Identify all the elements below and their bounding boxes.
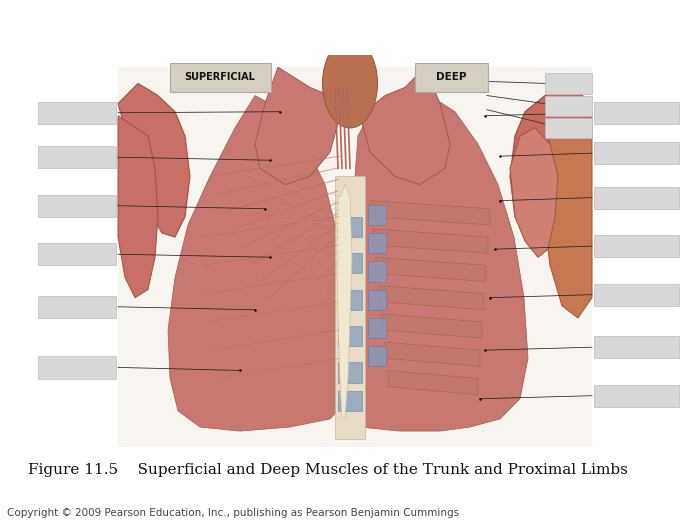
Bar [368, 290, 386, 310]
Bar [338, 326, 362, 346]
Bar [38, 146, 116, 169]
Bar [545, 96, 592, 116]
Bar [594, 142, 679, 164]
Text: Copyright © 2009 Pearson Education, Inc., publishing as Pearson Benjamin Cumming: Copyright © 2009 Pearson Education, Inc.… [7, 508, 459, 518]
Bar [338, 253, 362, 274]
Text: SUPERFICIAL: SUPERFICIAL [185, 72, 256, 82]
Bar [545, 118, 592, 138]
Bar [335, 176, 365, 439]
Polygon shape [255, 67, 340, 184]
Bar [338, 290, 362, 310]
Bar [368, 205, 386, 225]
Bar [368, 261, 386, 281]
Polygon shape [510, 83, 592, 237]
Bar [338, 362, 362, 383]
Bar [368, 318, 386, 338]
Bar [368, 233, 386, 253]
Bar [38, 243, 116, 265]
Text: DEEP: DEEP [435, 72, 466, 82]
FancyBboxPatch shape [169, 63, 270, 91]
Polygon shape [337, 184, 352, 419]
Ellipse shape [323, 39, 377, 128]
Polygon shape [379, 286, 484, 310]
Bar [38, 296, 116, 318]
Polygon shape [360, 67, 450, 184]
Bar [368, 346, 386, 366]
Bar [594, 336, 679, 358]
Bar [594, 284, 679, 306]
Polygon shape [118, 83, 190, 237]
Polygon shape [373, 229, 488, 253]
Polygon shape [545, 116, 592, 318]
Bar [38, 102, 116, 124]
FancyBboxPatch shape [414, 63, 487, 91]
Polygon shape [382, 314, 482, 338]
Bar [594, 186, 679, 209]
Polygon shape [385, 342, 480, 366]
Polygon shape [118, 116, 158, 298]
Bar [594, 385, 679, 407]
Bar [338, 391, 362, 411]
Polygon shape [168, 96, 348, 431]
Polygon shape [370, 201, 490, 225]
Bar [38, 356, 116, 379]
Bar [118, 67, 592, 447]
Polygon shape [388, 371, 478, 395]
Bar [594, 235, 679, 257]
Bar [594, 102, 679, 124]
Bar [545, 74, 592, 93]
Polygon shape [376, 257, 486, 281]
Polygon shape [510, 128, 558, 257]
Text: Figure 11.5    Superficial and Deep Muscles of the Trunk and Proximal Limbs: Figure 11.5 Superficial and Deep Muscles… [28, 464, 628, 477]
Text: Muscles of the Pectoral Girdle and Upper Limbs: Muscles of the Pectoral Girdle and Upper… [21, 14, 679, 41]
Polygon shape [352, 88, 528, 431]
Bar [38, 195, 116, 217]
Bar [338, 217, 362, 237]
